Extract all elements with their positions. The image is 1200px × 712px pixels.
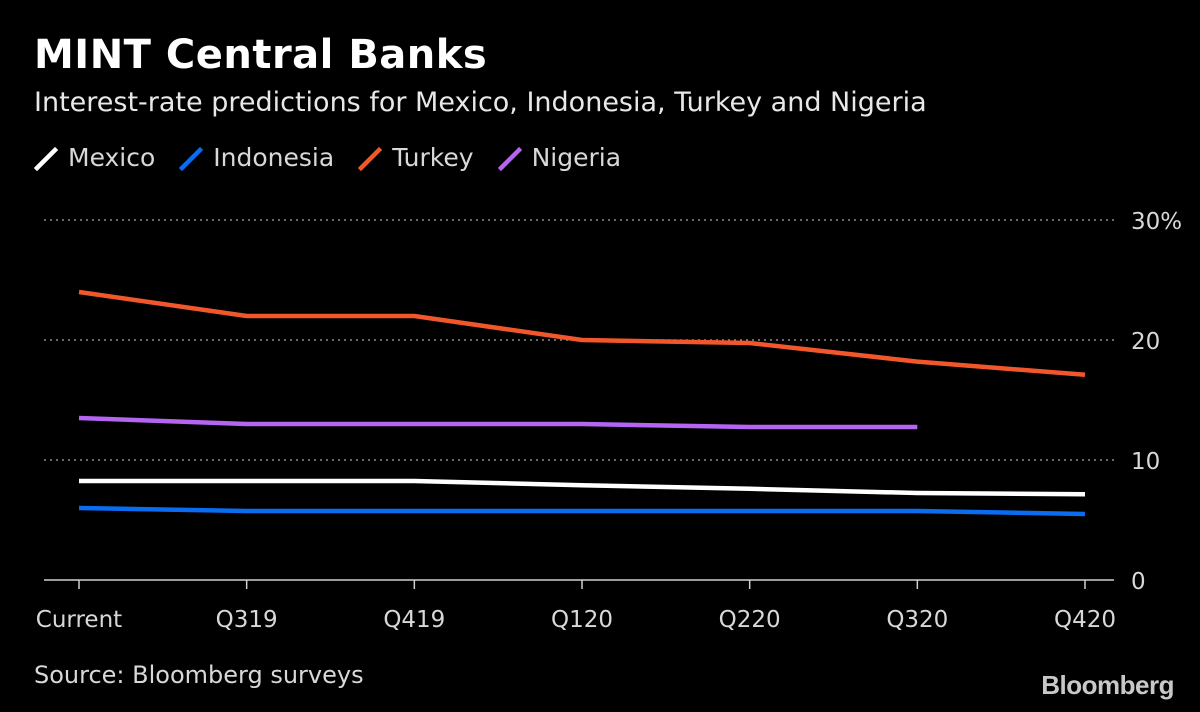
legend-item-turkey: Turkey	[358, 143, 474, 172]
y-tick-label: 0	[1131, 569, 1146, 595]
chart-subtitle: Interest-rate predictions for Mexico, In…	[34, 87, 927, 118]
x-tick-label: Q120	[551, 607, 613, 633]
x-tick-label: Current	[36, 607, 122, 633]
legend-swatch-icon	[497, 146, 522, 171]
x-tick-label: Q220	[719, 607, 781, 633]
series-line-mexico	[79, 478, 1086, 497]
legend-swatch-icon	[358, 146, 383, 171]
bloomberg-logo: Bloomberg	[1041, 670, 1174, 700]
y-tick-label: 10	[1131, 449, 1160, 475]
legend-label: Nigeria	[531, 143, 622, 172]
legend-label: Indonesia	[213, 143, 335, 172]
legend-item-nigeria: Nigeria	[497, 143, 622, 172]
source-note: Source: Bloomberg surveys	[34, 661, 364, 689]
legend-swatch-icon	[179, 146, 204, 171]
legend: Mexico Indonesia Turkey Nigeria	[34, 143, 621, 172]
legend-label: Mexico	[68, 143, 156, 172]
legend-item-mexico: Mexico	[34, 143, 155, 172]
x-tick-label: Q420	[1054, 607, 1116, 633]
legend-swatch-icon	[34, 146, 59, 171]
series-line-nigeria	[78, 415, 918, 430]
y-tick-label: 20	[1131, 329, 1160, 355]
chart-title: MINT Central Banks	[34, 32, 488, 78]
x-tick-label: Q319	[216, 607, 278, 633]
y-tick-label: 30%	[1131, 209, 1182, 235]
series-line-turkey	[78, 289, 1086, 378]
series-line-indonesia	[78, 505, 1086, 517]
legend-item-indonesia: Indonesia	[179, 143, 334, 172]
legend-label: Turkey	[392, 143, 474, 172]
x-tick-label: Q320	[886, 607, 948, 633]
x-tick-label: Q419	[383, 607, 445, 633]
